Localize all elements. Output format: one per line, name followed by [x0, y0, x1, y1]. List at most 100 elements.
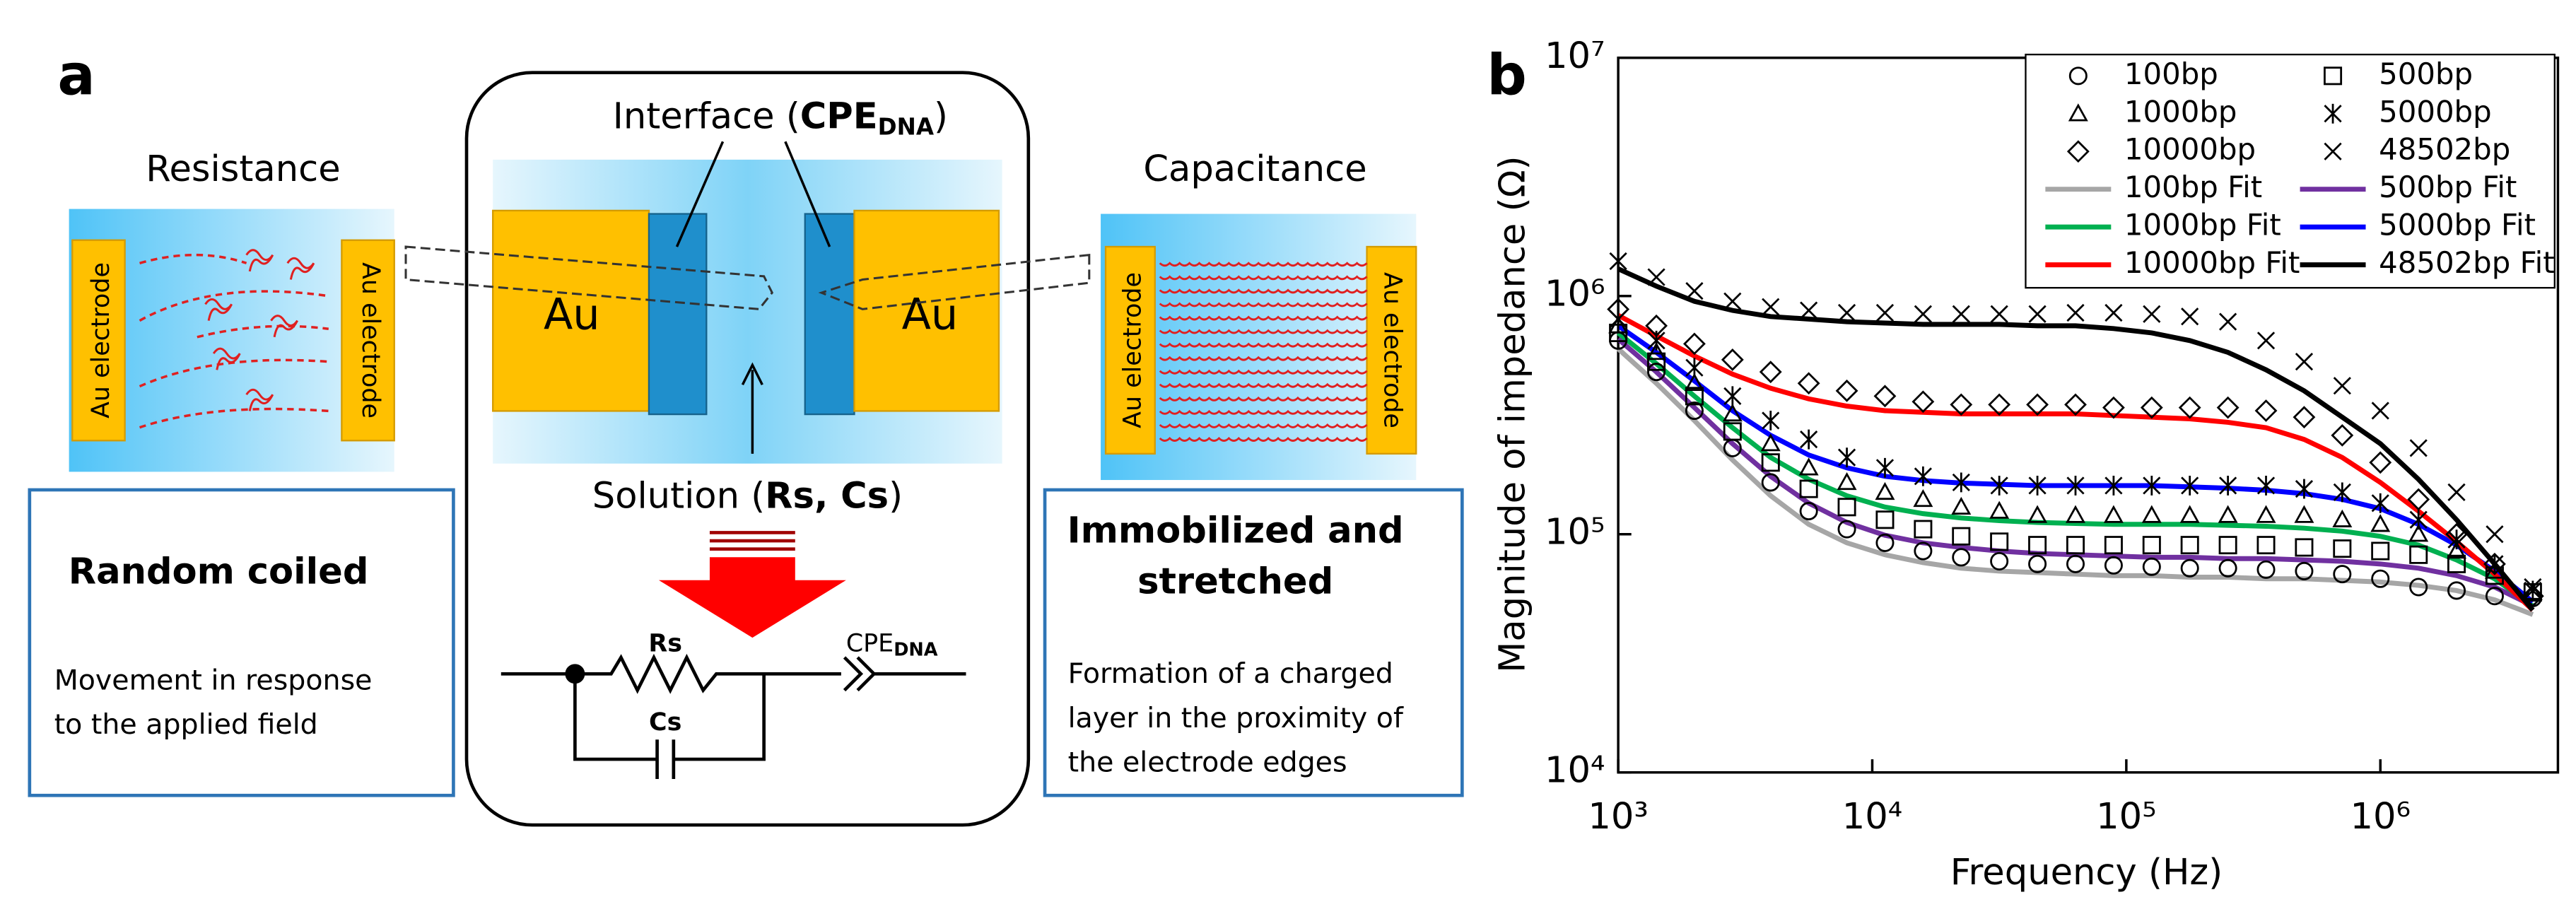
- marker: [1952, 527, 1971, 546]
- marker: [2447, 541, 2467, 559]
- electrode: [1366, 245, 1417, 455]
- marker: [1873, 385, 1897, 408]
- marker: [2256, 476, 2276, 496]
- dna-strand: [1159, 275, 1368, 281]
- marker: [2028, 554, 2047, 573]
- marker: [2370, 514, 2391, 532]
- marker: [2447, 483, 2466, 501]
- marker: [1723, 386, 1742, 406]
- fit-line: [1616, 331, 2534, 609]
- panel-label: a: [57, 42, 95, 107]
- box-text: Movement in response: [54, 664, 373, 696]
- marker: [2524, 580, 2542, 601]
- marker: [1875, 533, 1895, 552]
- marker: [1875, 457, 1895, 478]
- marker: [2407, 488, 2430, 511]
- pointer: [675, 141, 725, 247]
- electrode: [71, 239, 126, 442]
- marker: [1837, 471, 1857, 491]
- marker: [1990, 305, 2008, 323]
- marker: [2218, 536, 2237, 555]
- fit-line: [1617, 266, 2535, 612]
- marker: [2256, 332, 2276, 350]
- marker: [2371, 493, 2389, 513]
- marker: [1952, 548, 1971, 567]
- marker: [2180, 558, 2199, 578]
- marker: [2295, 479, 2314, 499]
- dna-strand: [1159, 342, 1368, 348]
- marker: [2181, 307, 2199, 326]
- marker: [2178, 396, 2201, 419]
- marker: [1685, 282, 1704, 300]
- marker: [1647, 352, 1666, 371]
- circuit-label: Cs: [649, 708, 681, 737]
- marker: [2141, 505, 2162, 523]
- marker: [2447, 529, 2466, 550]
- marker: [1950, 393, 1973, 416]
- marker: [1990, 476, 2008, 496]
- marker: [1607, 298, 1630, 321]
- marker: [2066, 505, 2085, 523]
- dna-strand: [1159, 288, 1368, 294]
- marker: [2027, 505, 2048, 523]
- marker: [2483, 552, 2506, 575]
- legend-label: 10000bp Fit: [2124, 245, 2300, 280]
- y-tick-label: 10⁴: [1545, 750, 1605, 792]
- interface-frame: [464, 71, 1031, 827]
- marker: [2254, 399, 2278, 422]
- marker: [2409, 545, 2428, 564]
- marker: [1685, 358, 1704, 378]
- legend-label: 10000bp: [2124, 132, 2256, 167]
- marker: [1759, 361, 1782, 384]
- x-axis-label: Frequency (Hz): [1950, 852, 2223, 894]
- marker: [2447, 581, 2466, 600]
- marker: [2408, 524, 2429, 542]
- marker: [1835, 379, 1858, 402]
- marker: [1685, 401, 1704, 421]
- marker: [2324, 66, 2343, 86]
- marker: [2028, 305, 2047, 323]
- marker: [1609, 252, 1627, 271]
- marker: [2294, 505, 2314, 523]
- circuit: [500, 653, 966, 779]
- legend-label: 100bp: [2124, 57, 2218, 91]
- marker: [1837, 520, 1856, 539]
- marker: [1911, 390, 1935, 414]
- marker: [2219, 476, 2237, 496]
- marker: [1837, 447, 1856, 468]
- marker: [2104, 556, 2123, 575]
- marker: [2102, 396, 2125, 419]
- marker: [2409, 439, 2428, 457]
- dna-strand: [1159, 382, 1368, 388]
- marker: [1990, 532, 2009, 551]
- marker: [2068, 103, 2088, 122]
- marker: [2104, 476, 2123, 496]
- marker: [1799, 479, 1818, 498]
- dna-strand: [1159, 396, 1368, 402]
- box-text: layer in the proximity of: [1068, 702, 1404, 734]
- marker: [2409, 510, 2428, 530]
- x-tick-label: 10⁶: [2350, 796, 2411, 838]
- marker: [2333, 377, 2351, 395]
- electrode-label: Au electrode: [356, 262, 385, 418]
- marker: [2140, 396, 2163, 419]
- marker: [2409, 578, 2428, 597]
- marker: [1723, 292, 1742, 310]
- marker: [2369, 451, 2392, 474]
- down-arrow: [658, 557, 846, 638]
- electrode-label: Au electrode: [87, 262, 115, 418]
- marker: [2143, 305, 2161, 323]
- marker: [1875, 303, 1895, 322]
- electrode: [1104, 245, 1156, 455]
- marker: [2256, 536, 2276, 555]
- coils: [204, 249, 315, 411]
- y-tick-label: 10⁵: [1545, 512, 1605, 553]
- marker: [1761, 453, 1780, 472]
- marker: [2333, 539, 2352, 558]
- marker: [2256, 505, 2276, 523]
- marker: [1762, 298, 1780, 316]
- marker: [1608, 315, 1629, 334]
- marker: [2064, 393, 2087, 416]
- marker: [1722, 404, 1743, 422]
